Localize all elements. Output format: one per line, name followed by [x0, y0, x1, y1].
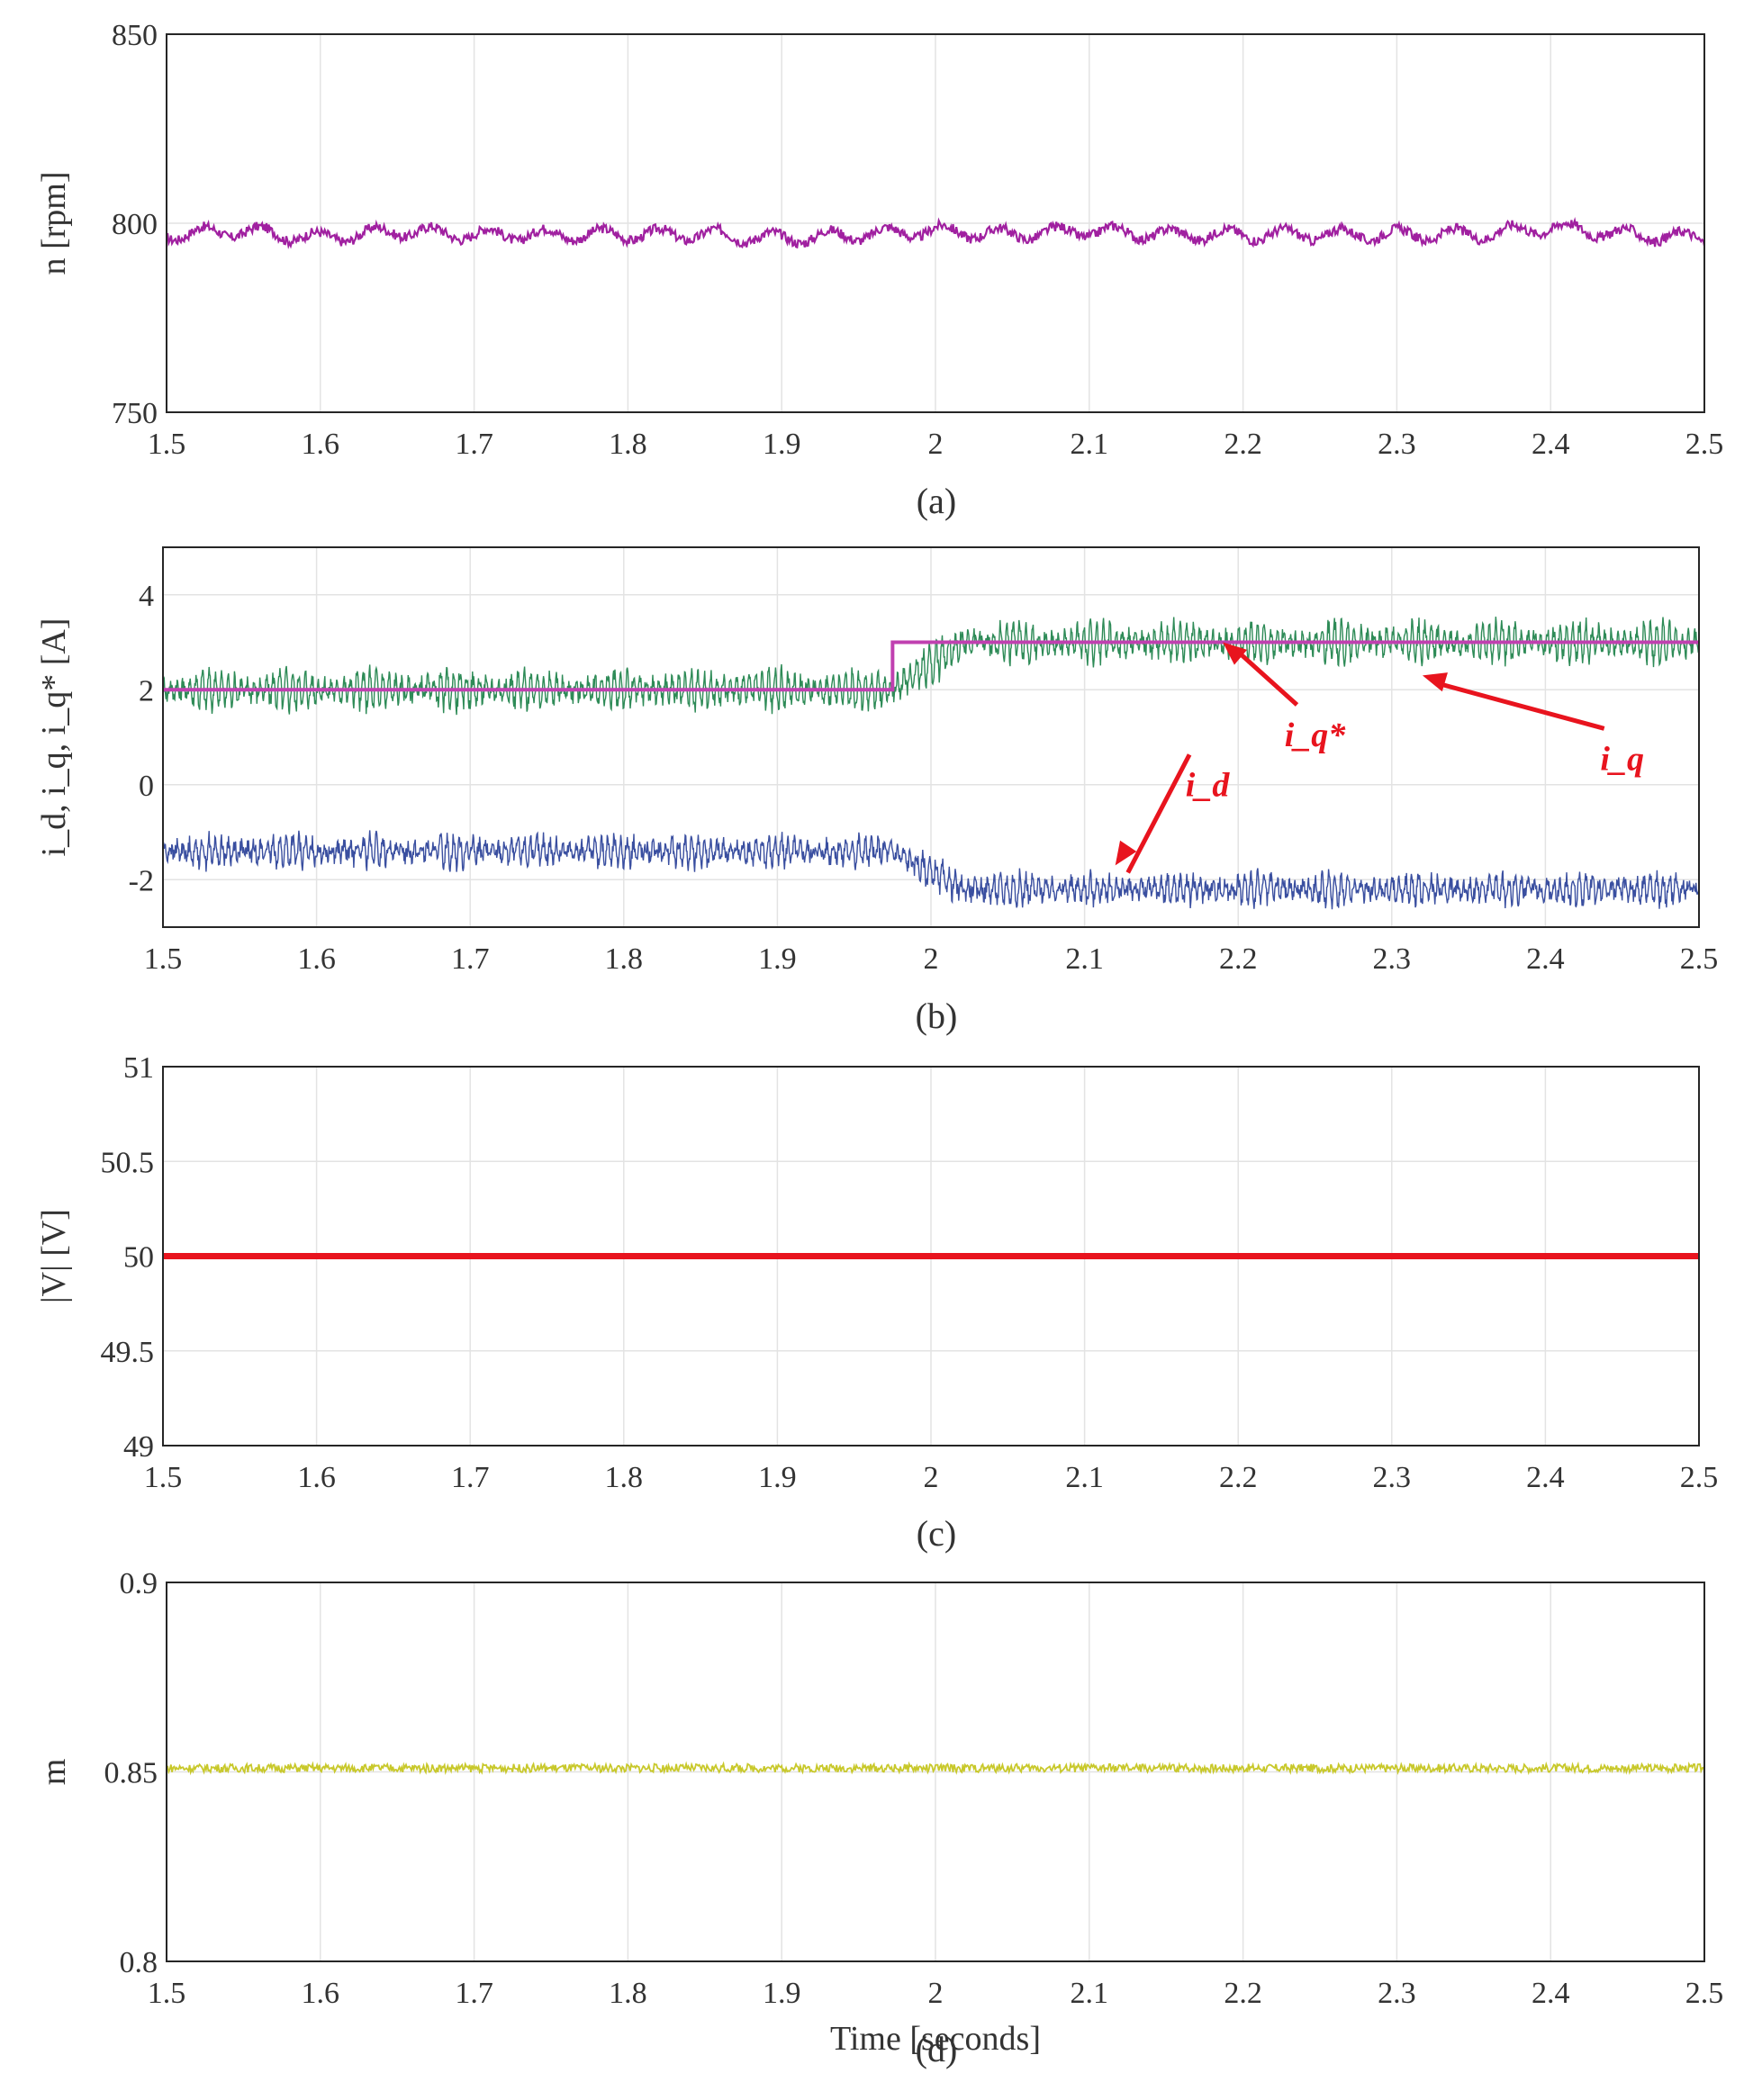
x-tick-label: 2.1: [1071, 428, 1109, 461]
panel-caption: (c): [917, 1513, 956, 1554]
x-tick-label: 1.7: [455, 428, 493, 461]
x-tick-label: 1.9: [763, 428, 801, 461]
y-tick-label: 49: [123, 1430, 154, 1464]
panel-a: 1.5 1.6 1.7 1.8 1.9 2 2.1 2.2 2.3 2.4 2.5 750 800 850…: [35, 19, 1723, 521]
x-tick-label: 2.3: [1378, 1977, 1416, 2010]
y-axis-label: n [rpm]: [35, 171, 73, 275]
panel-caption: (a): [917, 481, 956, 521]
y-tick-label: 0.8: [120, 1946, 158, 1979]
x-tick-label: 1.7: [451, 942, 490, 976]
annotation-arrowhead: [1223, 642, 1248, 665]
y-axis-label: |V| [V]: [35, 1209, 73, 1303]
panel-b: 1.5 1.6 1.7 1.8 1.9 2 2.1 2.2 2.3 2.4 2.5 -2 0 2 4 i_d,…: [35, 546, 1719, 1036]
x-tick-label: 1.8: [609, 428, 647, 461]
x-tick-label: 2.2: [1219, 1461, 1258, 1494]
y-tick-label: 49.5: [101, 1336, 155, 1369]
y-tick-label: -2: [129, 864, 154, 897]
x-tick-label: 2.5: [1685, 428, 1724, 461]
series-line: [163, 640, 1699, 692]
annotation-label: i_q*: [1285, 717, 1347, 754]
annotation-arrow: [1434, 680, 1605, 731]
x-tick-label: 2.4: [1532, 1977, 1570, 2010]
y-tick-label: 750: [112, 397, 158, 430]
y-tick-label: 0.9: [120, 1567, 158, 1600]
x-tick-label: 2.3: [1373, 942, 1412, 976]
x-tick-label: 2.4: [1526, 942, 1565, 976]
x-tick-label: 1.9: [763, 1977, 801, 2010]
x-tick-label: 2: [924, 942, 939, 976]
annotation-arrow: [1233, 647, 1299, 707]
x-tick-label: 2: [928, 1977, 944, 2010]
x-tick-label: 1.8: [605, 942, 644, 976]
x-tick-label: 1.5: [148, 428, 186, 461]
x-tick-label: 2.3: [1378, 428, 1416, 461]
x-axis-label: Time [seconds]: [830, 2020, 1041, 2058]
annotation-label: i_d: [1186, 766, 1231, 804]
x-tick-label: 2.1: [1065, 1461, 1104, 1494]
y-tick-label: 50.5: [101, 1146, 155, 1179]
y-tick-label: 0.85: [104, 1757, 158, 1790]
x-tick-label: 2.5: [1680, 1461, 1719, 1494]
x-tick-label: 2.5: [1680, 942, 1719, 976]
x-tick-label: 2.2: [1224, 428, 1262, 461]
x-tick-label: 1.5: [144, 942, 183, 976]
annotation-label: i_q: [1600, 740, 1644, 778]
y-axis-label: i_d, i_q, i_q* [A]: [35, 618, 73, 857]
x-tick-label: 1.5: [148, 1977, 186, 2010]
y-tick-label: 850: [112, 19, 158, 52]
panel-caption: (b): [916, 996, 958, 1036]
panel-c: 1.5 1.6 1.7 1.8 1.9 2 2.1 2.2 2.3 2.4 2.5 49 49.5 50 5…: [35, 1051, 1718, 1554]
x-tick-label: 1.8: [609, 1977, 647, 2010]
annotation-arrowhead: [1422, 672, 1448, 692]
x-tick-label: 1.6: [302, 1977, 340, 2010]
x-tick-label: 1.7: [451, 1461, 490, 1494]
annotation-arrow: [1125, 753, 1192, 874]
x-tick-label: 1.9: [758, 942, 797, 976]
panel-d: 1.5 1.6 1.7 1.8 1.9 2 2.1 2.2 2.3 2.4 2.5 0.8 0.85 0.…: [35, 1567, 1723, 2069]
x-tick-label: 1.6: [297, 942, 336, 976]
plot-area: [162, 546, 1700, 928]
series-line: [167, 1761, 1704, 1776]
plot-area: [166, 33, 1705, 413]
annotation-arrowhead: [1115, 840, 1137, 866]
y-tick-label: 0: [139, 770, 154, 803]
x-tick-label: 2.3: [1373, 1461, 1412, 1494]
x-tick-label: 2.4: [1526, 1461, 1565, 1494]
plot-area: [166, 1582, 1705, 1962]
x-tick-label: 1.6: [302, 428, 340, 461]
x-tick-label: 1.8: [605, 1461, 644, 1494]
y-tick-label: 4: [139, 580, 154, 613]
x-tick-label: 2.1: [1065, 942, 1104, 976]
x-tick-label: 2: [928, 428, 944, 461]
x-tick-label: 2.4: [1532, 428, 1570, 461]
x-tick-label: 2.2: [1224, 1977, 1262, 2010]
x-tick-label: 2.1: [1071, 1977, 1109, 2010]
panel-caption: (d): [916, 2029, 958, 2069]
x-tick-label: 1.5: [144, 1461, 183, 1494]
x-tick-label: 1.6: [297, 1461, 336, 1494]
y-tick-label: 50: [123, 1241, 154, 1275]
plot-area: [162, 1066, 1700, 1447]
x-tick-label: 1.9: [758, 1461, 797, 1494]
y-tick-label: 51: [123, 1051, 154, 1085]
x-tick-label: 1.7: [455, 1977, 493, 2010]
series-line: [163, 830, 1699, 910]
y-axis-label: m: [35, 1759, 73, 1786]
x-tick-label: 2.5: [1685, 1977, 1724, 2010]
y-tick-label: 800: [112, 208, 158, 241]
y-tick-label: 2: [139, 674, 154, 708]
x-tick-label: 2.2: [1219, 942, 1258, 976]
series-line: [167, 217, 1704, 250]
x-tick-label: 2: [924, 1461, 939, 1494]
